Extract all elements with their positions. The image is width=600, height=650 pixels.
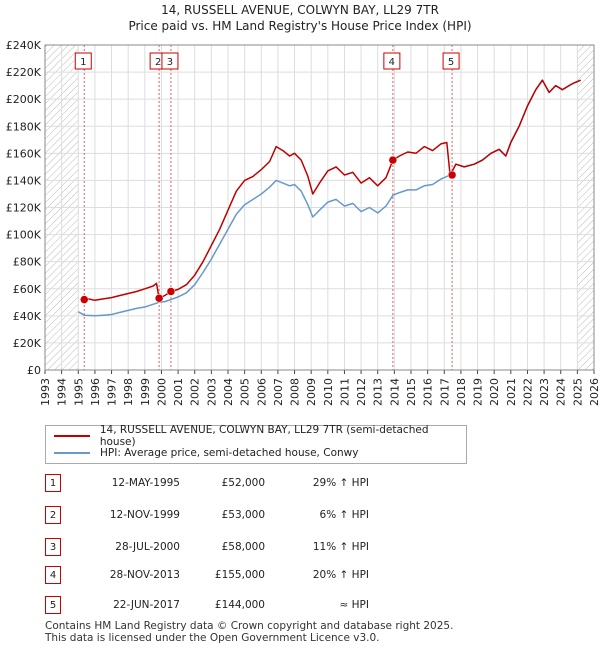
x-tick-label: 2024 <box>555 378 568 406</box>
transaction-number: 2 <box>45 506 61 524</box>
legend-swatch-hpi <box>54 452 90 454</box>
x-tick-label: 1999 <box>139 378 152 406</box>
x-tick-label: 2000 <box>155 378 168 406</box>
x-tick-label: 2014 <box>388 378 401 406</box>
sale-point <box>447 170 457 180</box>
legend: 14, RUSSELL AVENUE, COLWYN BAY, LL29 7TR… <box>45 424 467 464</box>
transaction-date: 12-NOV-1999 <box>109 509 180 521</box>
x-tick-label: 2011 <box>338 378 351 406</box>
legend-item-property: 14, RUSSELL AVENUE, COLWYN BAY, LL29 7TR… <box>54 424 466 448</box>
y-tick-label: £200K <box>6 93 42 106</box>
transaction-price: £155,000 <box>214 569 265 581</box>
x-tick-label: 2003 <box>205 378 218 406</box>
y-tick-label: £60K <box>13 283 42 296</box>
sale-number-label: 2 <box>155 57 161 68</box>
footer-copyright: Contains HM Land Registry data © Crown c… <box>45 620 454 632</box>
x-tick-label: 1994 <box>56 378 69 406</box>
y-tick-label: £140K <box>6 174 42 187</box>
sale-number-box <box>442 52 460 70</box>
x-tick-label: 2020 <box>488 378 501 406</box>
transaction-date: 28-JUL-2000 <box>115 541 180 553</box>
x-tick-label: 2019 <box>472 378 485 406</box>
x-tick-label: 2007 <box>272 378 285 406</box>
sale-point <box>388 155 398 165</box>
legend-label-property: 14, RUSSELL AVENUE, COLWYN BAY, LL29 7TR… <box>99 424 429 448</box>
y-tick-label: £100K <box>6 229 42 242</box>
legend-item-hpi: HPI: Average price, semi-detached house,… <box>54 446 358 460</box>
transaction-hpi: 11% ↑ HPI <box>312 541 369 553</box>
sale-point <box>154 293 164 303</box>
transaction-number: 4 <box>45 566 61 584</box>
transaction-date: 22-JUN-2017 <box>113 599 180 611</box>
x-tick-label: 2012 <box>355 378 368 406</box>
sale-number-label: 5 <box>448 57 454 68</box>
legend-label-hpi: HPI: Average price, semi-detached house,… <box>100 447 359 459</box>
transaction-hpi: 6% ↑ HPI <box>319 509 369 521</box>
x-tick-label: 1995 <box>72 378 85 406</box>
transaction-number: 3 <box>45 538 61 556</box>
sale-number-box <box>74 52 92 70</box>
x-tick-label: 2005 <box>239 378 252 406</box>
transaction-price: £52,000 <box>221 477 265 489</box>
x-tick-label: 2015 <box>405 378 418 406</box>
y-tick-label: £120K <box>6 202 42 215</box>
sale-number-box <box>383 52 401 70</box>
x-tick-label: 2009 <box>305 378 318 406</box>
y-tick-label: £240K <box>6 39 42 52</box>
x-tick-label: 2008 <box>289 378 302 406</box>
y-tick-label: £220K <box>6 66 42 79</box>
x-tick-label: 2021 <box>505 378 518 406</box>
x-tick-label: 1997 <box>106 378 119 406</box>
x-tick-label: 1998 <box>122 378 135 406</box>
y-tick-label: £40K <box>13 310 42 323</box>
transaction-hpi: ≈ HPI <box>339 599 369 611</box>
x-tick-label: 2010 <box>322 378 335 406</box>
sale-number-label: 1 <box>80 57 86 68</box>
x-tick-label: 1996 <box>89 378 102 406</box>
x-tick-label: 2002 <box>189 378 202 406</box>
transaction-price: £53,000 <box>221 509 265 521</box>
legend-swatch-property <box>54 435 90 437</box>
x-tick-label: 2017 <box>438 378 451 406</box>
transaction-hpi: 20% ↑ HPI <box>312 569 369 581</box>
chart-subtitle: Price paid vs. HM Land Registry's House … <box>128 19 472 33</box>
x-tick-label: 2018 <box>455 378 468 406</box>
price-chart: £0 £20K £40K £60K £80K £100K £120K £140K £160K £1… <box>6 39 600 406</box>
plot-border <box>44 44 595 371</box>
transaction-price: £58,000 <box>221 541 265 553</box>
x-tick-label: 2023 <box>538 378 551 406</box>
x-tick-label: 2022 <box>521 378 534 406</box>
y-tick-label: £0 <box>27 364 41 377</box>
x-tick-label: 2001 <box>172 378 185 406</box>
x-tick-label: 2016 <box>422 378 435 406</box>
y-tick-label: £160K <box>6 147 42 160</box>
transaction-price: £144,000 <box>214 599 265 611</box>
sale-number-label: 4 <box>389 57 395 68</box>
x-tick-label: 1993 <box>39 378 52 406</box>
transaction-number: 5 <box>45 596 61 614</box>
x-tick-label: 2013 <box>372 378 385 406</box>
y-tick-label: £80K <box>13 256 42 269</box>
sale-number-label: 3 <box>167 57 173 68</box>
sale-point <box>166 287 176 296</box>
transaction-date: 12-MAY-1995 <box>111 477 180 489</box>
y-tick-label: £180K <box>6 120 42 133</box>
x-tick-label: 2006 <box>255 378 268 406</box>
sale-point <box>80 295 89 304</box>
x-tick-label: 2026 <box>588 378 600 406</box>
y-tick-label: £20K <box>13 337 42 350</box>
transaction-hpi: 29% ↑ HPI <box>312 477 369 489</box>
sale-number-box <box>161 52 179 70</box>
transaction-number: 1 <box>45 474 61 492</box>
chart-title: 14, RUSSELL AVENUE, COLWYN BAY, LL29 7TR <box>161 3 439 17</box>
footer-licence: This data is licensed under the Open Gov… <box>45 632 380 644</box>
x-tick-label: 2004 <box>222 378 235 406</box>
transaction-date: 28-NOV-2013 <box>109 569 180 581</box>
x-tick-label: 2025 <box>571 378 584 406</box>
